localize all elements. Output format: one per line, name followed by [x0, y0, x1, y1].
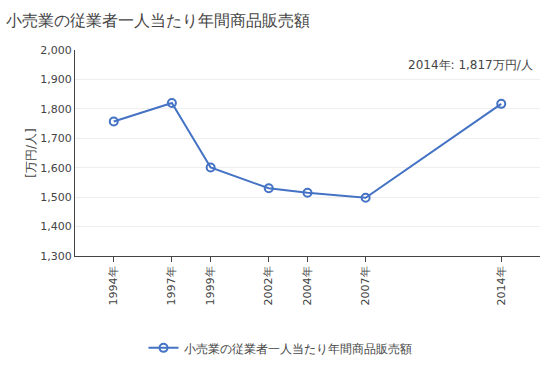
svg-text:小売業の従業者一人当たり年間商品販売額: 小売業の従業者一人当たり年間商品販売額	[6, 11, 310, 30]
svg-text:2014年: 2014年	[495, 266, 508, 305]
svg-text:1,300: 1,300	[40, 250, 72, 263]
svg-text:2004年: 2004年	[301, 266, 314, 305]
svg-text:[万円/人]: [万円/人]	[24, 128, 38, 177]
svg-text:2007年: 2007年	[359, 266, 372, 305]
svg-text:1997年: 1997年	[165, 266, 178, 305]
svg-text:2002年: 2002年	[262, 266, 275, 305]
svg-text:小売業の従業者一人当たり年間商品販売額: 小売業の従業者一人当たり年間商品販売額	[184, 342, 412, 356]
svg-text:1999年: 1999年	[204, 266, 217, 305]
svg-text:1,900: 1,900	[40, 73, 72, 86]
svg-text:1,700: 1,700	[40, 132, 72, 145]
svg-text:2,000: 2,000	[40, 44, 72, 57]
svg-text:1,800: 1,800	[40, 103, 72, 116]
svg-text:1,500: 1,500	[40, 191, 72, 204]
svg-text:2014年: 1,817万円/人: 2014年: 1,817万円/人	[408, 58, 533, 72]
svg-text:1,600: 1,600	[40, 162, 72, 175]
svg-text:1,400: 1,400	[40, 220, 72, 233]
svg-text:1994年: 1994年	[107, 266, 120, 305]
